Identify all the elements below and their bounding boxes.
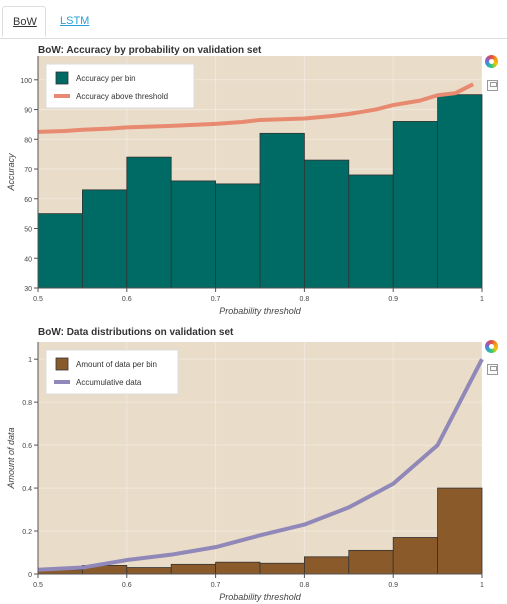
distribution-x-tick-label: 0.6 <box>122 582 132 589</box>
distribution-y-tick-label: 0.4 <box>22 486 32 493</box>
distribution-legend <box>45 349 179 395</box>
distribution-x-tick-label: 0.7 <box>211 582 221 589</box>
accuracy-bar <box>126 156 172 289</box>
accuracy-x-tick-label: 0.9 <box>388 296 398 303</box>
tab-bar: BoW LSTM <box>0 0 507 39</box>
tab-lstm[interactable]: LSTM <box>60 15 90 27</box>
accuracy-legend-bar-swatch <box>55 71 69 85</box>
accuracy-x-tick-label: 0.6 <box>122 296 132 303</box>
accuracy-title: BoW: Accuracy by probability on validati… <box>38 45 262 56</box>
tab-bow[interactable]: BoW <box>2 6 46 37</box>
distribution-y-tick-label: 0 <box>28 572 32 579</box>
bokeh-logo-icon[interactable] <box>485 55 498 68</box>
distribution-legend-bar-label: Amount of data per bin <box>76 360 157 369</box>
distribution-legend-bar-swatch <box>55 357 69 371</box>
accuracy-y-axis-label: Accuracy <box>6 153 16 192</box>
accuracy-x-axis-label: Probability threshold <box>219 306 302 316</box>
distribution-x-axis-label: Probability threshold <box>219 592 302 602</box>
accuracy-y-tick-label: 100 <box>20 78 32 85</box>
accuracy-bar <box>82 189 128 289</box>
distribution-y-tick-label: 0.2 <box>22 529 32 536</box>
distribution-bar <box>392 537 439 575</box>
accuracy-bar <box>215 183 261 289</box>
distribution-bar <box>348 549 394 575</box>
distribution-chart-svg: BoW: Data distributions on validation se… <box>6 327 484 602</box>
distribution-legend-line-label: Accumulative data <box>76 378 142 387</box>
accuracy-y-tick-label: 80 <box>24 137 32 144</box>
accuracy-legend-line-label: Accuracy above threshold <box>76 92 168 101</box>
distribution-y-axis-label: Amount of data <box>6 427 16 489</box>
accuracy-legend-bar-label: Accuracy per bin <box>76 74 136 83</box>
accuracy-chart: BoW: Accuracy by probability on validati… <box>0 40 507 320</box>
distribution-title: BoW: Data distributions on validation se… <box>38 327 234 338</box>
accuracy-x-tick-label: 0.7 <box>211 296 221 303</box>
save-icon[interactable] <box>487 80 498 91</box>
distribution-y-tick-label: 1 <box>28 357 32 364</box>
save-icon[interactable] <box>487 364 498 375</box>
distribution-bar <box>126 567 172 575</box>
accuracy-y-tick-label: 30 <box>24 286 32 293</box>
distribution-x-tick-label: 0.8 <box>300 582 310 589</box>
accuracy-bar <box>437 94 483 289</box>
accuracy-x-tick-label: 1 <box>480 296 484 303</box>
accuracy-bar <box>348 174 394 289</box>
distribution-y-tick-label: 0.8 <box>22 400 32 407</box>
accuracy-y-tick-label: 70 <box>24 167 32 174</box>
distribution-bar <box>259 562 305 575</box>
accuracy-x-tick-label: 0.5 <box>33 296 43 303</box>
accuracy-legend <box>45 63 195 109</box>
distribution-bar <box>170 563 216 575</box>
accuracy-y-tick-label: 40 <box>24 256 32 263</box>
distribution-bar <box>215 561 261 575</box>
accuracy-line-series <box>37 82 475 134</box>
distribution-bar <box>437 487 483 575</box>
accuracy-bar <box>392 121 439 289</box>
bokeh-logo-icon[interactable] <box>485 340 498 353</box>
accuracy-bar <box>259 132 305 289</box>
accuracy-bar <box>37 213 83 289</box>
distribution-chart: BoW: Data distributions on validation se… <box>0 322 507 604</box>
accuracy-bar <box>303 159 350 289</box>
distribution-x-tick-label: 0.5 <box>33 582 43 589</box>
accuracy-y-tick-label: 60 <box>24 197 32 204</box>
distribution-line-series <box>37 358 484 572</box>
accuracy-x-tick-label: 0.8 <box>300 296 310 303</box>
distribution-x-tick-label: 0.9 <box>388 582 398 589</box>
accuracy-bar <box>170 180 216 289</box>
accuracy-y-tick-label: 90 <box>24 108 32 115</box>
distribution-x-tick-label: 1 <box>480 582 484 589</box>
distribution-y-tick-label: 0.6 <box>22 443 32 450</box>
accuracy-y-tick-label: 50 <box>24 227 32 234</box>
distribution-bar <box>303 556 350 575</box>
accuracy-chart-svg: BoW: Accuracy by probability on validati… <box>6 45 484 316</box>
